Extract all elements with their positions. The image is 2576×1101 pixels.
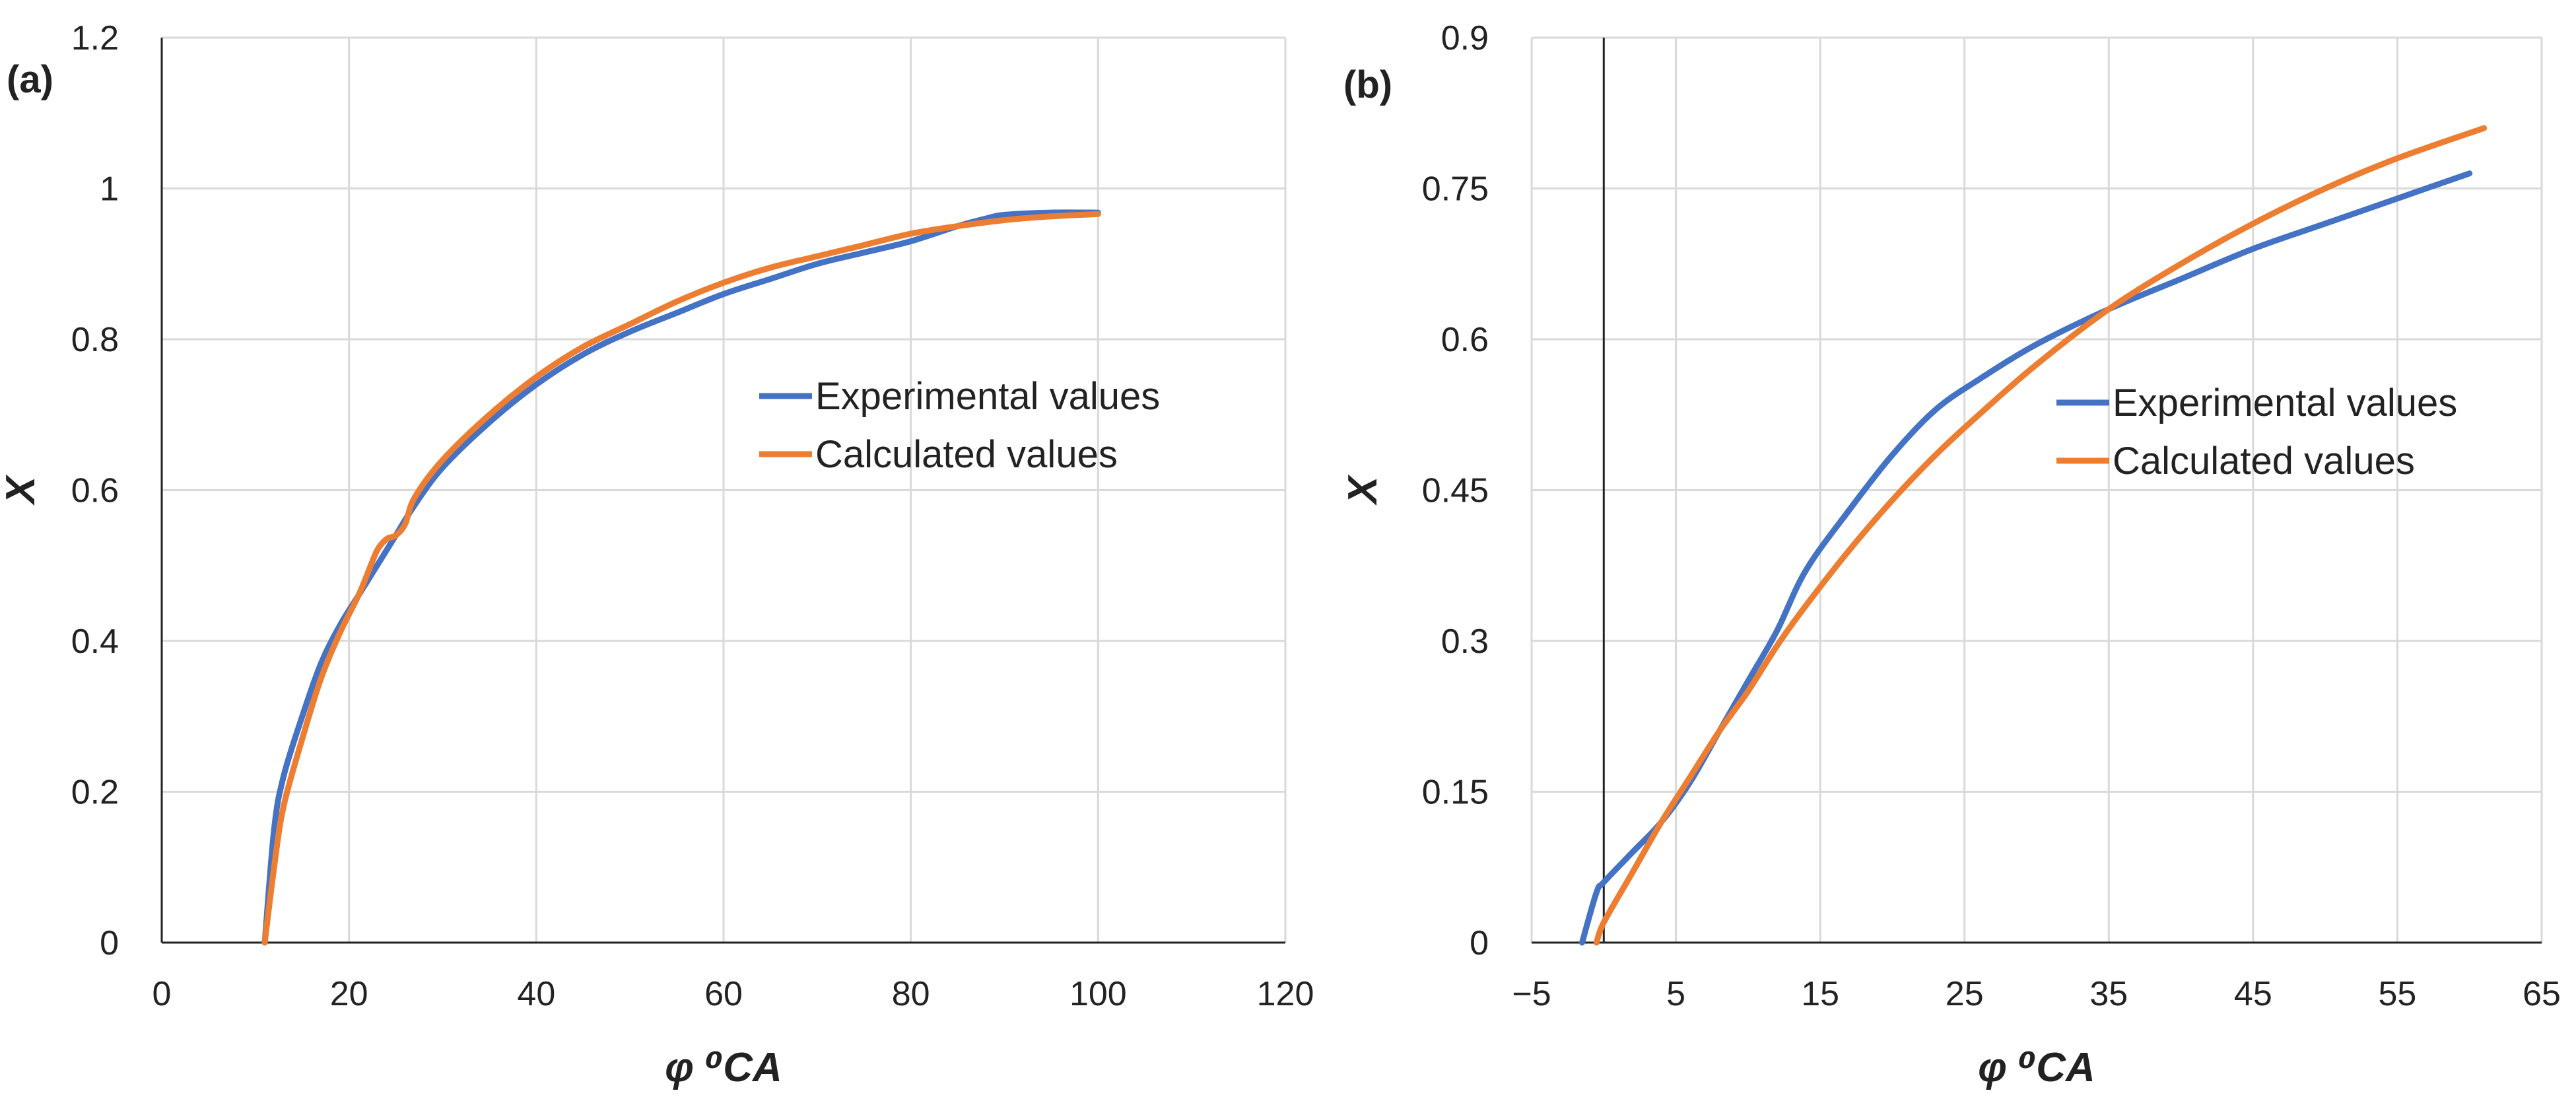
y-tick-label-b: 0.9 — [1441, 19, 1489, 57]
x-tick-label-b: 45 — [2234, 975, 2272, 1013]
y-tick-label-a: 0.4 — [71, 622, 119, 661]
chart-panel-a: (a) φ ⁰CA X 0 20 40 60 80 100 120 0 0.2 0.4 0.6 0.8… — [0, 19, 1314, 1090]
y-axis-title-b: X — [1340, 474, 1386, 506]
x-axis-title-a: φ ⁰CA — [665, 1045, 782, 1090]
y-axis-title-a: X — [0, 474, 44, 506]
panel-label-a: (a) — [7, 58, 53, 101]
x-tick-label-b: 15 — [1801, 975, 1839, 1013]
x-tick-label-b: 55 — [2379, 975, 2417, 1013]
series-line-b-calculated — [1593, 125, 2488, 946]
x-axis-title-b: φ ⁰CA — [1978, 1045, 2095, 1090]
y-tick-label-a: 0.2 — [71, 774, 119, 812]
x-tick-label-a: 40 — [517, 975, 555, 1013]
x-tick-label-a: 0 — [153, 975, 172, 1013]
x-tick-label-a: 80 — [892, 975, 930, 1013]
y-tick-label-b: 0.3 — [1441, 622, 1489, 661]
legend-label-b: Experimental values — [2113, 382, 2457, 424]
series-line-a-calculated — [261, 211, 1101, 946]
x-tick-label-a: 20 — [330, 975, 368, 1013]
y-tick-label-a: 0.6 — [71, 472, 119, 510]
y-tick-label-b: 0 — [1470, 924, 1489, 962]
y-tick-label-b: 0.6 — [1441, 321, 1489, 359]
legend-label-b: Calculated values — [2113, 440, 2415, 483]
x-tick-label-b: 5 — [1666, 975, 1685, 1013]
x-tick-label-b: −5 — [1512, 975, 1551, 1013]
legend-label-a: Experimental values — [815, 375, 1160, 418]
legend-label-a: Calculated values — [815, 433, 1118, 476]
y-tick-label-a: 0.8 — [71, 321, 119, 359]
panel-label-b: (b) — [1343, 63, 1392, 106]
x-tick-label-b: 65 — [2523, 975, 2561, 1013]
x-tick-label-a: 120 — [1257, 975, 1314, 1013]
x-tick-label-a: 60 — [704, 975, 743, 1013]
series-line-a-experimental — [261, 209, 1101, 946]
y-tick-label-b: 0.15 — [1422, 774, 1489, 812]
y-tick-label-a: 1 — [100, 170, 119, 209]
y-tick-label-a: 0 — [100, 924, 119, 962]
y-tick-label-b: 0.75 — [1422, 170, 1489, 209]
x-tick-label-a: 100 — [1069, 975, 1127, 1013]
x-tick-label-b: 35 — [2089, 975, 2128, 1013]
x-tick-label-b: 25 — [1946, 975, 1984, 1013]
y-tick-label-b: 0.45 — [1422, 472, 1489, 510]
y-tick-label-a: 1.2 — [71, 19, 119, 57]
chart-panel-b: (b) φ ⁰CA X −5 5 15 25 35 45 55 65 0 0.15 0.3 0.45 0… — [1340, 19, 2561, 1090]
